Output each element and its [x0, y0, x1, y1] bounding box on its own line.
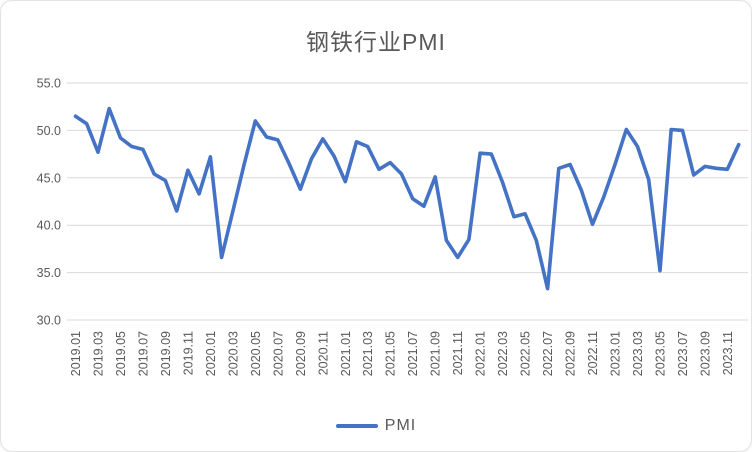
x-tick-label: 2020.03 — [226, 331, 240, 376]
y-tick-label: 30.0 — [37, 314, 61, 328]
x-tick-label: 2022.07 — [541, 331, 555, 376]
x-tick-label: 2020.11 — [316, 331, 330, 375]
x-tick-label: 2019.05 — [114, 331, 128, 376]
x-tick-label: 2021.09 — [429, 331, 443, 376]
x-tick-label: 2021.11 — [451, 331, 465, 375]
x-tick-label: 2023.03 — [631, 331, 645, 376]
x-tick-label: 2020.01 — [204, 331, 218, 376]
legend-line-swatch — [335, 424, 378, 428]
x-tick-label: 2019.01 — [69, 331, 83, 376]
chart-title: 钢铁行业PMI — [306, 29, 446, 55]
x-tick-label: 2022.01 — [474, 331, 488, 376]
x-tick-label: 2021.05 — [384, 331, 398, 376]
x-tick-label: 2022.05 — [519, 331, 533, 376]
x-tick-label: 2022.03 — [496, 331, 510, 376]
x-tick-label: 2019.03 — [91, 331, 105, 376]
y-tick-label: 35.0 — [37, 266, 61, 280]
x-tick-label: 2023.09 — [698, 331, 712, 376]
x-tick-label: 2023.05 — [653, 331, 667, 376]
y-tick-label: 50.0 — [37, 124, 61, 138]
x-tick-label: 2023.01 — [609, 331, 623, 376]
x-tick-label: 2023.07 — [676, 331, 690, 376]
x-tick-label: 2023.11 — [721, 331, 735, 375]
x-tick-label: 2022.09 — [564, 331, 578, 376]
y-tick-label: 45.0 — [37, 171, 61, 185]
pmi-series-line — [73, 106, 741, 291]
x-tick-label: 2021.07 — [406, 331, 420, 376]
y-tick-label: 40.0 — [37, 219, 61, 233]
legend-label: PMI — [384, 417, 417, 434]
x-tick-label: 2022.11 — [586, 331, 600, 375]
x-tick-label: 2019.07 — [136, 331, 150, 376]
x-tick-label: 2021.01 — [339, 331, 353, 376]
x-tick-label: 2020.09 — [294, 331, 308, 376]
x-tick-label: 2021.03 — [361, 331, 375, 376]
x-tick-label: 2019.11 — [181, 331, 195, 375]
y-tick-label: 55.0 — [37, 77, 61, 91]
x-tick-label: 2020.05 — [249, 331, 263, 376]
x-tick-label: 2020.07 — [271, 331, 285, 376]
legend: PMI — [1, 413, 751, 439]
x-tick-label: 2019.09 — [159, 331, 173, 376]
